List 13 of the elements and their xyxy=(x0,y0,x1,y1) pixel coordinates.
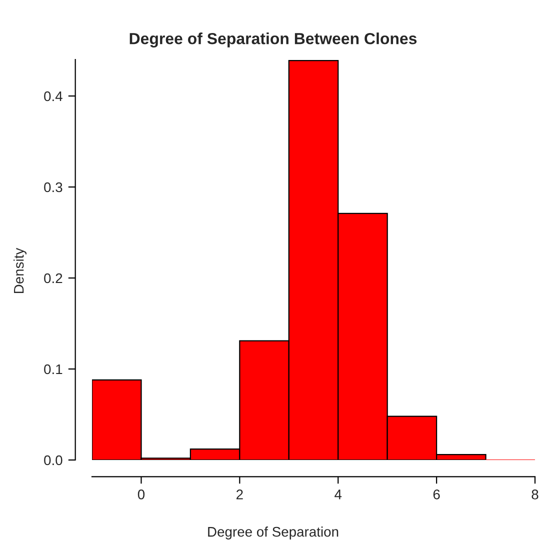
x-tick-label: 0 xyxy=(138,490,145,500)
x-axis-title: Degree of Separation xyxy=(208,526,338,540)
y-tick-label: 0.0 xyxy=(44,455,62,466)
x-tick-label: 4 xyxy=(334,490,342,500)
y-tick-label: 0.1 xyxy=(44,364,62,374)
y-tick-label: 0.3 xyxy=(44,182,62,192)
chart-title: Degree of Separation Between Clones xyxy=(130,32,417,48)
y-tick-label: 0.4 xyxy=(44,91,62,102)
y-axis-title: Density xyxy=(14,248,26,294)
x-tick-label: 8 xyxy=(532,490,538,500)
x-tick-label: 2 xyxy=(236,490,243,500)
x-tick-label: 6 xyxy=(433,490,440,500)
y-tick-label: 0.2 xyxy=(44,273,62,284)
